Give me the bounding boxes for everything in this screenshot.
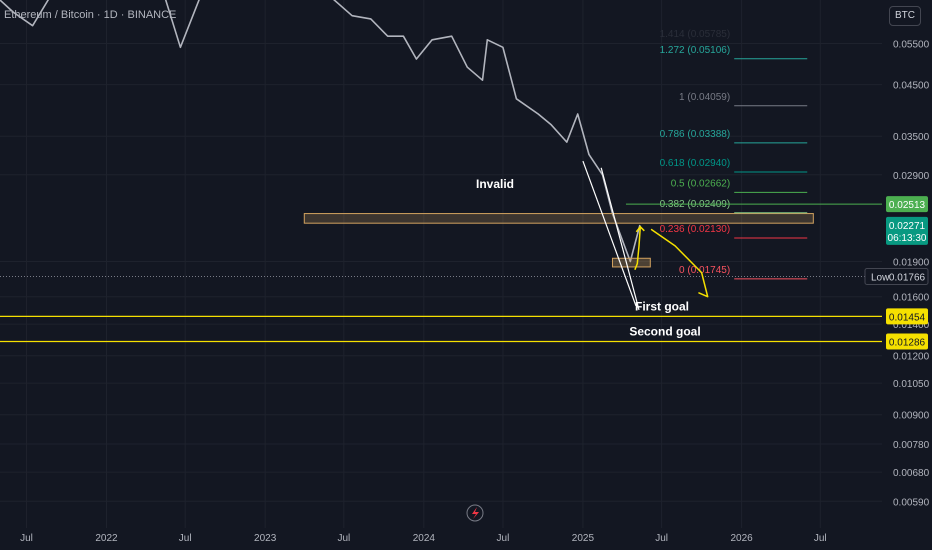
fib-label-0: 1.272 (0.05106) [660, 45, 731, 56]
y-tick-7: 0.01200 [893, 352, 930, 363]
y-tick-5: 0.01600 [893, 293, 930, 304]
fib-label-6: 0.236 (0.02130) [660, 224, 731, 235]
fibonacci-levels: 1.414 (0.05785) 1.272 (0.05106) 1 (0.04059… [660, 29, 808, 280]
fib-label-2: 0.786 (0.03388) [660, 129, 731, 140]
trend-line-2 [600, 167, 640, 311]
y-tick-9: 0.00900 [893, 411, 930, 422]
price-axis: 0.05500 0.04500 0.03500 0.02900 0.01900 0.016… [893, 40, 930, 509]
y-tick-0: 0.05500 [893, 40, 930, 51]
second-goal-label: Second goal [629, 325, 700, 339]
lightning-icon-bolt [472, 507, 479, 519]
drawings: First goal Second goal Invalid [0, 160, 882, 343]
y-tick-4: 0.01900 [893, 257, 930, 268]
price-series [0, 0, 641, 263]
countdown-tag: 06:13:30 [888, 233, 927, 244]
fib-label-1: 1 (0.04059) [679, 92, 730, 103]
y-tick-10: 0.00780 [893, 440, 930, 451]
y-tick-3: 0.02900 [893, 171, 930, 182]
time-axis: Jul 2022 Jul 2023 Jul 2024 Jul 2025 Jul 2026 Jul [20, 533, 827, 544]
y-tick-11: 0.00680 [893, 468, 930, 479]
x-tick-10: Jul [814, 533, 827, 544]
forecast-arrow-down [650, 228, 709, 298]
low-tag-value: 0.01766 [889, 272, 926, 283]
forecast-arrow-up [634, 226, 642, 270]
y-tick-2: 0.03500 [893, 132, 930, 143]
x-tick-4: Jul [337, 533, 350, 544]
fib-label-3: 0.618 (0.02940) [660, 158, 731, 169]
lightning-icon[interactable] [466, 504, 484, 522]
trend-line-1 [582, 160, 637, 307]
y-tick-12: 0.00590 [893, 497, 930, 508]
current-price-tag-bg [886, 216, 928, 245]
level-tag-bg [886, 196, 928, 213]
fib-label-7: 0 (0.01745) [679, 265, 730, 276]
fib-label-4: 0.5 (0.02662) [671, 178, 731, 189]
goal-tag-1-bg [886, 308, 928, 325]
grid-lines [0, 0, 882, 528]
x-tick-7: 2025 [572, 533, 595, 544]
x-tick-9: 2026 [730, 533, 753, 544]
x-tick-6: Jul [497, 533, 510, 544]
current-price-tag: 0.02271 [889, 221, 926, 232]
resistance-zone [303, 213, 814, 224]
x-tick-0: Jul [20, 533, 33, 544]
forecast-arrow-up-head [635, 225, 645, 233]
x-tick-5: 2024 [413, 533, 436, 544]
symbol-title: Ethereum / Bitcoin · 1D · BINANCE [4, 9, 177, 21]
x-tick-3: 2023 [254, 533, 277, 544]
fib-label-partial: 1.414 (0.05785) [660, 29, 731, 40]
level-tag: 0.02513 [889, 200, 926, 211]
goal-tag-2: 0.01286 [889, 338, 926, 349]
x-tick-8: Jul [655, 533, 668, 544]
low-tag-bg [864, 267, 929, 285]
zones [303, 213, 814, 268]
y-tick-8: 0.01050 [893, 379, 930, 390]
y-tick-6: 0.01400 [893, 320, 930, 331]
support-zone [611, 257, 651, 268]
first-goal-label: First goal [635, 299, 689, 313]
goal-tag-1: 0.01454 [889, 312, 926, 323]
x-tick-2: Jul [179, 533, 192, 544]
invalid-label: Invalid [476, 177, 514, 191]
x-tick-1: 2022 [95, 533, 118, 544]
goal-tag-2-bg [886, 333, 928, 350]
lightning-icon-ring [466, 504, 484, 522]
currency-button[interactable]: BTC [889, 6, 921, 26]
y-tick-1: 0.04500 [893, 81, 930, 92]
low-tag-label: Low [871, 272, 890, 283]
price-series-line [0, 0, 641, 263]
